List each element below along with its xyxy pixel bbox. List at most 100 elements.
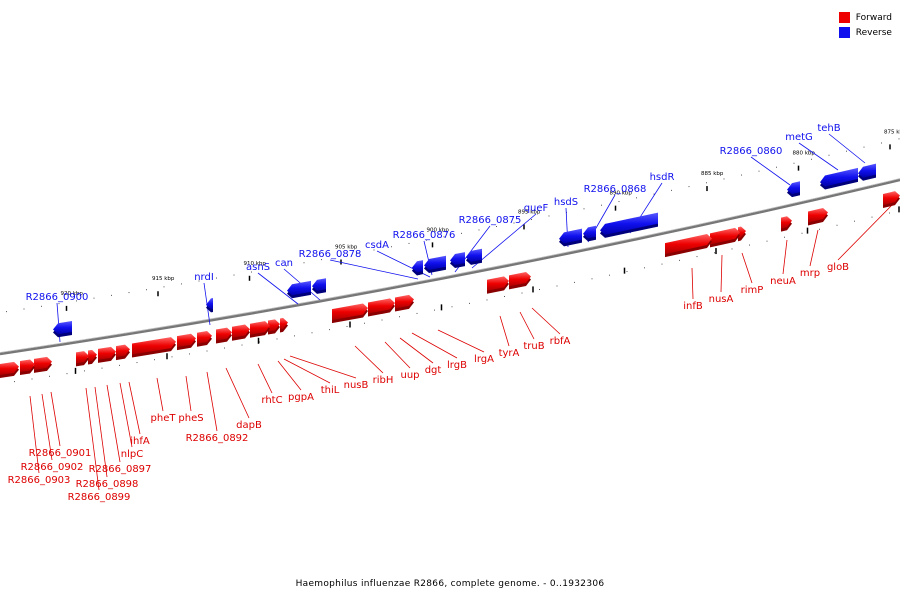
forward-gene: [808, 208, 828, 226]
reverse-gene-body: [424, 255, 446, 271]
gene-label: R2866_0876: [393, 230, 456, 241]
gene-label: R2866_0902: [21, 462, 84, 473]
scale-dot: [583, 208, 585, 210]
leader-line: [289, 355, 357, 379]
reverse-gene: [559, 228, 582, 247]
reverse-gene-body: [600, 212, 658, 235]
genome-backbone-highlight: [0, 178, 900, 353]
tick-label: 890 kbp: [610, 191, 633, 197]
scale-dot: [486, 299, 488, 301]
scale-dot: [311, 332, 313, 334]
forward-gene-body: [280, 317, 288, 330]
reverse-gene: [450, 252, 465, 269]
gene-label: csdA: [365, 240, 389, 251]
gene-label: pheS: [178, 413, 203, 424]
forward-gene-body: [20, 359, 35, 373]
leader-line: [750, 156, 791, 186]
gene-label: dapB: [236, 420, 262, 431]
scale-dot: [136, 362, 138, 364]
leader-line: [277, 360, 302, 391]
scale-dot: [6, 311, 7, 313]
scale-dot: [889, 212, 890, 214]
reverse-gene-body: [312, 278, 326, 291]
leader-line: [531, 307, 561, 335]
forward-gene-body: [710, 227, 740, 245]
scale-dot: [881, 142, 882, 144]
scale-dot: [111, 294, 112, 296]
reverse-gene-body: [787, 181, 800, 195]
forward-swatch: [838, 12, 850, 23]
scale-dot: [714, 252, 715, 254]
scale-dot: [644, 267, 645, 269]
scale-dot: [321, 259, 322, 261]
reverse-gene-body: [583, 225, 596, 239]
forward-gene: [116, 344, 130, 361]
scale-dot: [679, 259, 680, 261]
legend-forward-label: Forward: [855, 12, 892, 23]
leader-line: [782, 239, 788, 275]
reverse-gene: [53, 321, 72, 338]
reverse-gene-body: [287, 280, 311, 296]
forward-gene-body: [76, 351, 89, 364]
leader-line: [85, 387, 100, 491]
gene-label: ihfA: [130, 436, 150, 447]
tick-label: 875 kbp: [884, 129, 900, 135]
scale-dot: [181, 283, 182, 285]
scale-dot: [303, 262, 305, 264]
reverse-gene: [858, 163, 876, 181]
reverse-gene: [787, 181, 800, 198]
gene-label: R2866_0878: [299, 249, 362, 260]
reverse-gene-body: [820, 167, 858, 187]
gene-label: pheT: [151, 413, 177, 424]
forward-gene: [883, 191, 900, 209]
gene-label: rimP: [741, 285, 764, 296]
scale-dot: [364, 322, 365, 324]
forward-gene-body: [509, 272, 531, 287]
scale-dot: [801, 232, 803, 234]
gene-label: R2866_0860: [720, 146, 783, 157]
scale-dot: [469, 302, 470, 304]
scale-dot: [836, 224, 838, 226]
leader-line: [741, 252, 753, 284]
forward-gene: [395, 294, 414, 312]
forward-gene-body: [98, 346, 116, 360]
leader-line: [691, 267, 694, 300]
gene-label: uup: [400, 370, 419, 381]
reverse-gene-body: [206, 298, 213, 310]
leader-line: [384, 341, 411, 369]
leader-line: [411, 332, 458, 359]
forward-gene-body: [0, 361, 19, 375]
scale-dot: [863, 146, 865, 148]
leader-line: [283, 358, 331, 384]
scale-dot: [128, 292, 130, 294]
scale-dot: [504, 296, 505, 298]
reverse-gene: [466, 248, 482, 265]
forward-gene: [781, 216, 792, 232]
forward-gene: [88, 349, 97, 365]
scale-dot: [294, 335, 295, 337]
forward-gene-body: [88, 349, 97, 362]
scale-dot: [591, 278, 593, 280]
reverse-gene: [583, 225, 596, 242]
forward-gene: [0, 361, 19, 378]
tick-label: 880 kbp: [793, 151, 816, 157]
forward-gene: [76, 351, 89, 367]
leader-line: [828, 133, 866, 164]
leader-line: [257, 363, 273, 394]
forward-gene-body: [781, 216, 792, 229]
forward-gene: [332, 303, 368, 324]
leader-line: [471, 213, 537, 269]
gene-label: ribH: [373, 375, 394, 386]
leader-line: [257, 272, 299, 305]
forward-gene-body: [268, 319, 280, 332]
gene-label: neuA: [770, 276, 796, 287]
scale-dot: [206, 350, 208, 352]
gene-label: mrp: [800, 268, 820, 279]
forward-gene: [710, 227, 740, 248]
gene-features: [0, 163, 900, 378]
forward-gene: [232, 324, 250, 341]
leader-line: [185, 375, 192, 412]
leader-line: [798, 142, 839, 171]
scale-dot: [189, 353, 190, 355]
forward-gene: [250, 321, 270, 338]
